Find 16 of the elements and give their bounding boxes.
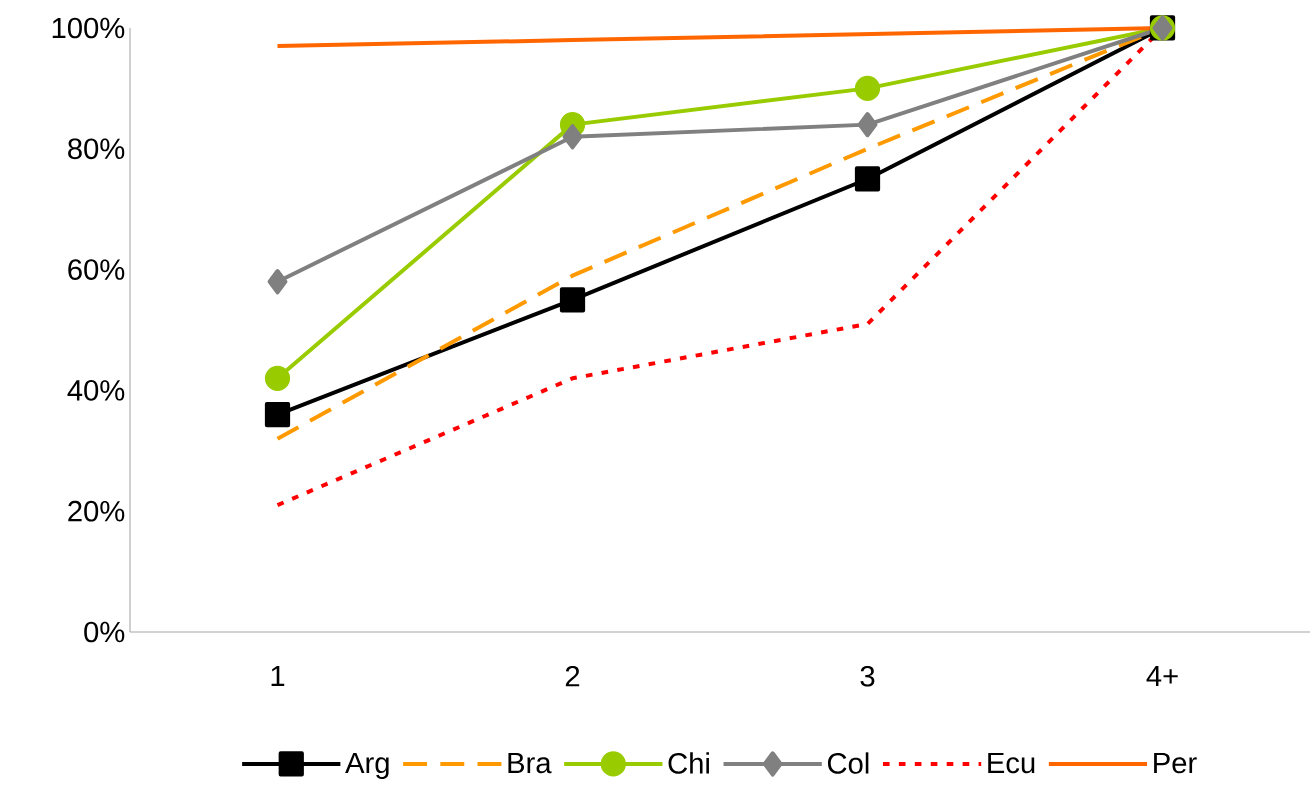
x-tick-label: 2 (565, 665, 580, 687)
y-tick-label: 40% (67, 380, 125, 401)
x-tick-label: 3 (860, 665, 875, 687)
legend-label: Ecu (988, 752, 1035, 774)
x-tick-label: 1 (271, 665, 285, 687)
y-tick-label: 0% (84, 621, 125, 643)
legend-label: Col (827, 752, 869, 774)
y-tick-label: 60% (68, 259, 125, 280)
legend-label: Bra (508, 752, 552, 774)
x-tick-label: 4+ (1146, 665, 1178, 687)
legend-label: Arg (345, 752, 389, 780)
y-tick-label: 100% (52, 17, 125, 39)
legend-label: Chi (668, 752, 709, 774)
y-tick-label: 80% (68, 138, 125, 160)
legend-label: Per (1154, 752, 1197, 774)
y-tick-label: 20% (68, 500, 125, 522)
